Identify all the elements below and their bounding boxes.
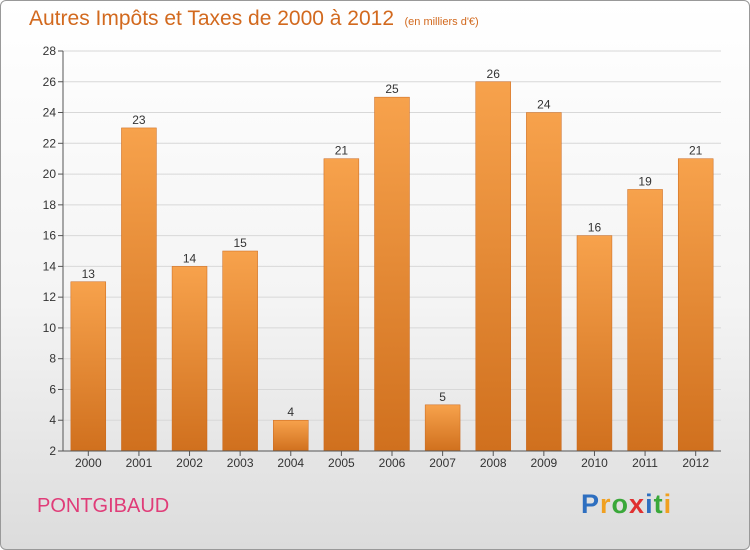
city-name: PONTGIBAUD [37,495,170,517]
bar [526,112,562,452]
data-label: 23 [132,113,146,127]
data-label: 24 [537,98,551,112]
x-tick-label: 2008 [480,456,507,470]
y-tick-label: 4 [49,413,56,427]
bar [374,96,410,452]
y-tick-label: 16 [43,229,57,243]
x-tick-label: 2000 [75,456,102,470]
y-tick-label: 20 [43,167,57,181]
data-label: 14 [183,251,197,265]
y-tick-label: 26 [43,75,57,89]
bar [627,189,663,452]
chart-title: Autres Impôts et Taxes de 2000 à 2012 [29,7,395,30]
y-tick-label: 2 [49,444,56,458]
data-label: 21 [689,144,703,158]
bar [121,127,157,452]
data-label: 15 [233,236,247,250]
data-label: 26 [487,67,501,81]
x-tick-label: 2012 [682,456,709,470]
y-tick-label: 8 [49,352,56,366]
bar [424,404,461,452]
data-label: 19 [638,174,652,188]
y-tick-label: 14 [43,259,57,273]
bar [475,81,511,452]
data-label: 25 [385,82,399,96]
logo-letter: x [629,489,646,519]
bar [222,250,258,452]
x-tick-label: 2001 [126,456,153,470]
y-tick-label: 28 [43,44,57,58]
chart-subtitle: (en milliers d'€) [404,16,479,28]
y-tick-label: 6 [49,382,56,396]
logo-letter: i [663,489,673,519]
bar [273,419,309,452]
data-labels: 13 23 14 15 4 21 25 5 26 24 16 19 21 [82,67,703,419]
logo-letter: P [581,489,601,519]
bars [70,81,714,452]
x-tick-label: 2009 [530,456,557,470]
y-tick-label: 12 [43,290,57,304]
y-tick-label: 18 [43,198,57,212]
x-tick-label: 2003 [227,456,254,470]
bar [323,158,360,452]
bar [70,281,107,452]
x-tick-label: 2005 [328,456,355,470]
y-tick-label: 10 [43,321,57,335]
y-tick-label: 24 [43,106,57,120]
x-tick-label: 2007 [429,456,456,470]
bar [576,235,613,452]
data-label: 16 [588,221,602,235]
data-label: 21 [335,144,349,158]
bar [171,266,208,452]
logo-letter: t [653,489,664,519]
x-tick-label: 2011 [632,456,658,470]
logo-letter: o [611,489,630,519]
x-tick-label: 2010 [581,456,608,470]
y-tick-label: 22 [43,136,57,150]
bar [677,158,714,452]
logo-letter: i [645,489,654,519]
data-label: 13 [82,267,96,281]
x-tick-label: 2002 [176,456,203,470]
data-label: 5 [439,390,446,404]
title-row: Autres Impôts et Taxes de 2000 à 2012 (e… [29,7,479,31]
proxiti-logo: Proxiti [581,489,672,520]
x-tick-label: 2006 [379,456,406,470]
logo-letter: r [600,489,612,519]
x-tick-label: 2004 [277,456,304,470]
data-label: 4 [287,405,294,419]
